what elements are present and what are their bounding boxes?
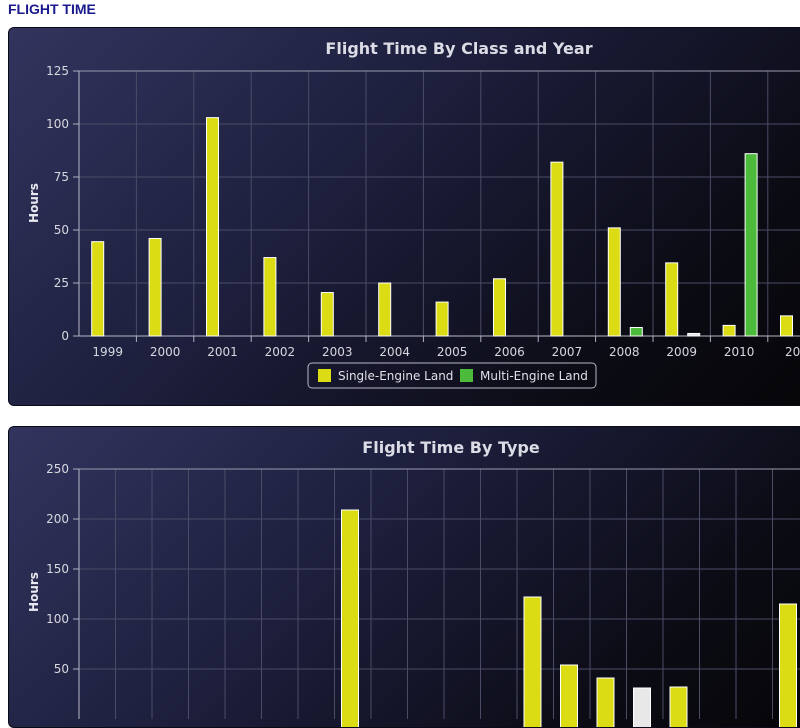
- axes: [79, 71, 800, 336]
- type-chart-panel: Flight Time By Type Hours 50 100 150 200 250: [8, 426, 800, 728]
- x-tick-label: 2009: [666, 345, 697, 359]
- bar-type-19: [780, 604, 797, 728]
- chart-title: Flight Time By Type: [362, 438, 540, 457]
- legend-swatch-single-engine: [318, 369, 331, 382]
- bar-type-16: [670, 687, 687, 728]
- x-tick-label: 2005: [437, 345, 468, 359]
- y-tick-label: 50: [54, 662, 69, 676]
- x-tick-label: 2007: [552, 345, 583, 359]
- bar-single-engine-2003: [321, 293, 333, 336]
- bar-single-engine-2002: [264, 258, 276, 336]
- y-axis-title: Hours: [27, 183, 41, 223]
- grid: [79, 71, 800, 336]
- bar-other-2009: [688, 333, 700, 336]
- y-ticks: 50 100 150 200 250: [46, 462, 79, 676]
- y-tick-label: 25: [54, 276, 69, 290]
- y-tick-label: 150: [46, 562, 69, 576]
- x-tick-label: 2003: [322, 345, 353, 359]
- x-tick-label: 2004: [379, 345, 410, 359]
- bar-single-engine-2005: [436, 302, 448, 336]
- legend-label-multi-engine: Multi-Engine Land: [480, 369, 588, 383]
- page-heading: FLIGHT TIME: [8, 1, 96, 17]
- y-tick-label: 100: [46, 117, 69, 131]
- y-tick-label: 75: [54, 170, 69, 184]
- x-tick-label: 2010: [724, 345, 755, 359]
- bar-single-engine-2011: [781, 316, 793, 336]
- y-tick-label: 125: [46, 64, 69, 78]
- bar-single-engine-2004: [379, 283, 391, 336]
- y-ticks: 0 25 50 75 100 125: [46, 64, 79, 343]
- grid: [79, 469, 800, 719]
- bar-single-engine-2001: [207, 118, 219, 336]
- x-tick-label: 2000: [150, 345, 181, 359]
- chart-title: Flight Time By Class and Year: [325, 39, 592, 58]
- bar-single-engine-1999: [92, 242, 104, 336]
- bar-type-14: [597, 678, 614, 728]
- bar-single-engine-2008: [608, 228, 620, 336]
- type-chart: Flight Time By Type Hours 50 100 150 200 250: [9, 427, 800, 727]
- y-tick-label: 0: [61, 329, 69, 343]
- x-tick-label: 2002: [265, 345, 296, 359]
- bar-type-13: [561, 665, 578, 728]
- legend: Single-Engine Land Multi-Engine Land: [308, 363, 596, 388]
- bar-type-12: [524, 597, 541, 728]
- bar-type-15: [634, 688, 651, 728]
- bar-type-7: [342, 510, 359, 728]
- x-ticks: 1999 2000 2001 2002 2003 2004 2005 2006 2007 2008…: [92, 336, 800, 359]
- y-tick-label: 250: [46, 462, 69, 476]
- bar-single-engine-2010: [723, 325, 735, 336]
- bar-single-engine-2006: [494, 279, 506, 336]
- x-tick-label: 1999: [92, 345, 123, 359]
- bar-single-engine-2007: [551, 162, 563, 336]
- bar-multi-engine-2008: [630, 328, 642, 336]
- x-tick-label: 2008: [609, 345, 640, 359]
- y-tick-label: 50: [54, 223, 69, 237]
- x-tick-label: 2006: [494, 345, 525, 359]
- bars: [92, 118, 800, 336]
- legend-swatch-multi-engine: [460, 369, 473, 382]
- x-tick-label: 2001: [207, 345, 238, 359]
- class-year-chart: Flight Time By Class and Year Hours 0 25 5…: [9, 28, 800, 405]
- legend-label-single-engine: Single-Engine Land: [338, 369, 453, 383]
- bar-single-engine-2009: [666, 263, 678, 336]
- axes: [79, 469, 800, 719]
- y-tick-label: 200: [46, 512, 69, 526]
- y-axis-title: Hours: [27, 572, 41, 612]
- y-tick-label: 100: [46, 612, 69, 626]
- bar-multi-engine-2010: [745, 154, 757, 336]
- x-tick-label: 201: [785, 345, 800, 359]
- bar-single-engine-2000: [149, 238, 161, 336]
- class-year-chart-panel: Flight Time By Class and Year Hours 0 25 5…: [8, 27, 800, 406]
